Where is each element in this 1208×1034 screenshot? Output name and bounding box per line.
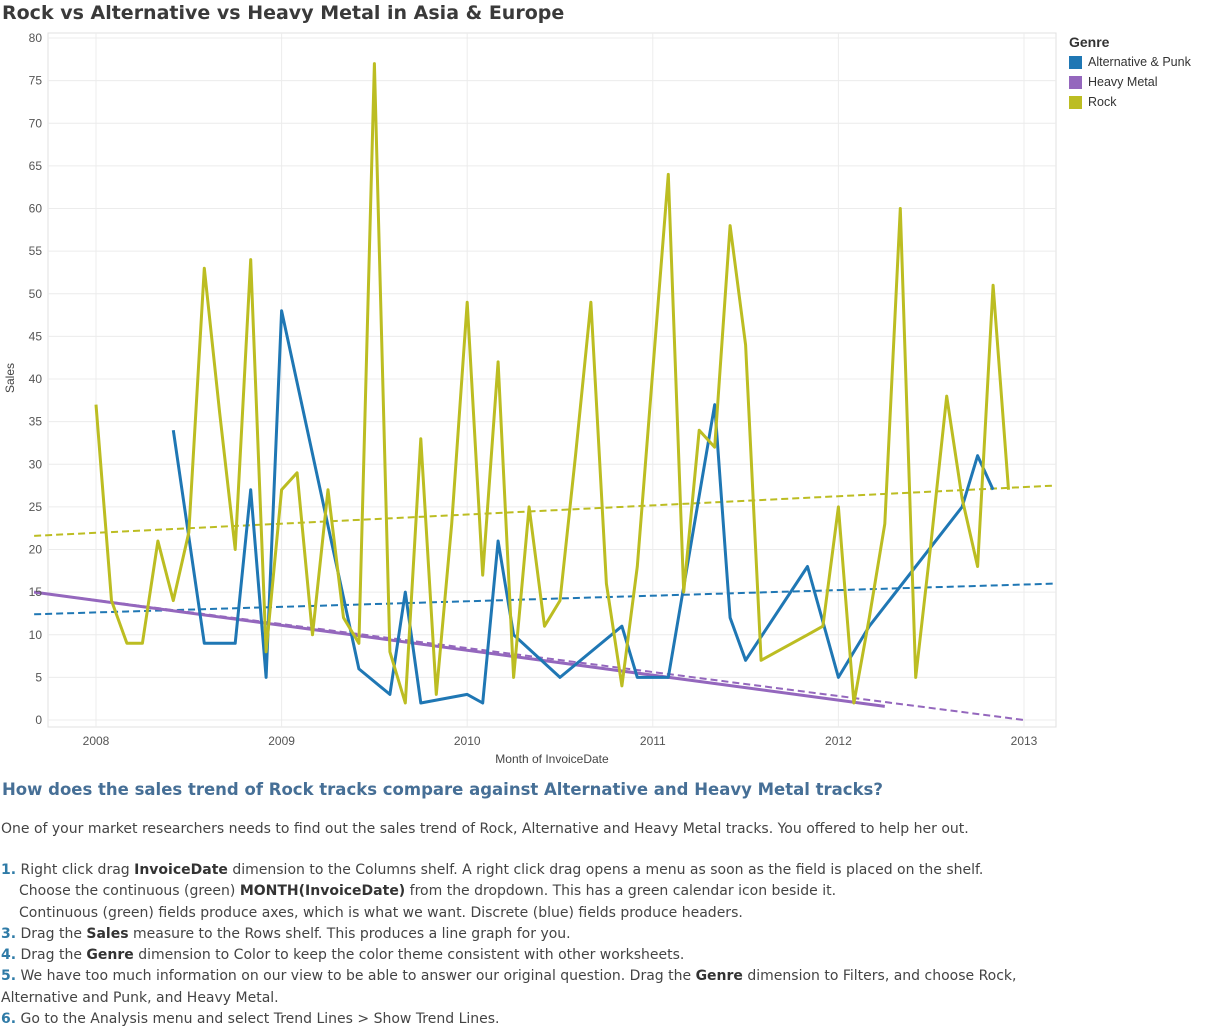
legend-swatch <box>1069 75 1082 89</box>
chart-title: Rock vs Alternative vs Heavy Metal in As… <box>2 2 565 24</box>
heavy-metal-line <box>33 590 885 708</box>
step-6: 6. Go to the Analysis menu and select Tr… <box>1 1011 500 1028</box>
y-tick-label: 25 <box>29 500 43 514</box>
step-4: 4. Drag the Genre dimension to Color to … <box>1 947 685 964</box>
y-tick-label: 30 <box>29 457 43 471</box>
legend-item-heavy-metal[interactable]: Heavy Metal <box>1069 72 1191 92</box>
y-tick-label: 10 <box>29 628 43 642</box>
legend-label: Alternative & Punk <box>1088 55 1191 69</box>
y-tick-label: 40 <box>29 372 43 386</box>
x-tick-label: 2011 <box>640 734 666 748</box>
legend-label: Heavy Metal <box>1088 75 1158 89</box>
series-lines <box>94 62 1010 705</box>
line-chart: 0 5 10 15 20 25 30 35 40 45 50 55 60 65 70 75 80 2008 2009… <box>3 31 1057 766</box>
x-tick-label: 2008 <box>83 734 110 748</box>
step-1: 1. Right click drag InvoiceDate dimensio… <box>1 862 984 878</box>
x-tick-label: 2013 <box>1011 734 1038 748</box>
y-tick-label: 75 <box>29 74 43 88</box>
y-tick-label: 5 <box>35 670 42 684</box>
y-tick-label: 60 <box>29 202 43 216</box>
series-line-rock <box>94 62 1010 705</box>
legend-swatch <box>1069 55 1082 69</box>
y-axis-title: Sales <box>3 363 17 393</box>
intro-text: One of your market researchers needs to … <box>1 821 969 837</box>
step-5: 5. We have too much information on our v… <box>1 968 1017 985</box>
step-1-cont: Choose the continuous (green) MONTH(Invo… <box>19 883 837 900</box>
legend-swatch <box>1069 95 1082 109</box>
x-axis-title: Month of InvoiceDate <box>495 752 609 766</box>
x-tick-label: 2012 <box>825 734 852 748</box>
y-tick-label: 15 <box>29 585 43 599</box>
legend-title: Genre <box>1069 34 1110 50</box>
axes: 0 5 10 15 20 25 30 35 40 45 50 55 60 65 70 75 80 2008 2009… <box>3 31 1038 766</box>
y-tick-label: 35 <box>29 415 43 429</box>
legend-item-rock[interactable]: Rock <box>1069 92 1191 112</box>
y-tick-label: 50 <box>29 287 43 301</box>
y-tick-label: 0 <box>35 713 42 727</box>
legend-item-alternative[interactable]: Alternative & Punk <box>1069 52 1191 72</box>
y-tick-label: 55 <box>29 244 43 258</box>
trend-line <box>34 582 1055 616</box>
y-tick-label: 70 <box>29 116 43 130</box>
step-3: 3. Drag the Sales measure to the Rows sh… <box>1 925 571 942</box>
plot-frame <box>47 32 1057 728</box>
legend: Genre Alternative & Punk Heavy Metal Roc… <box>1069 34 1191 112</box>
y-tick-label: 80 <box>29 31 43 45</box>
x-tick-label: 2009 <box>268 734 295 748</box>
x-tick-label: 2010 <box>454 734 481 748</box>
y-tick-label: 20 <box>29 543 43 557</box>
step-5-cont: Alternative and Punk, and Heavy Metal. <box>1 989 279 1006</box>
legend-label: Rock <box>1088 95 1117 109</box>
y-tick-label: 45 <box>29 329 43 343</box>
step-1-cont: Continuous (green) fields produce axes, … <box>19 904 743 921</box>
instruction-steps: 1. Right click drag InvoiceDate dimensio… <box>1 860 1201 1030</box>
question-heading: How does the sales trend of Rock tracks … <box>2 780 883 799</box>
y-tick-label: 65 <box>29 159 43 173</box>
